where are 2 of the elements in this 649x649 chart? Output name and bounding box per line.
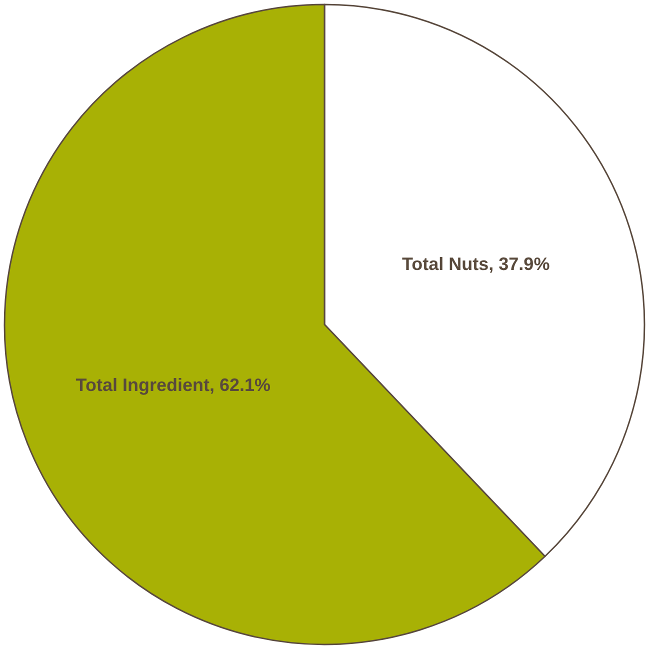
slice-label: Total Ingredient, 62.1% — [76, 374, 271, 395]
slice-label: Total Nuts, 37.9% — [402, 254, 550, 274]
